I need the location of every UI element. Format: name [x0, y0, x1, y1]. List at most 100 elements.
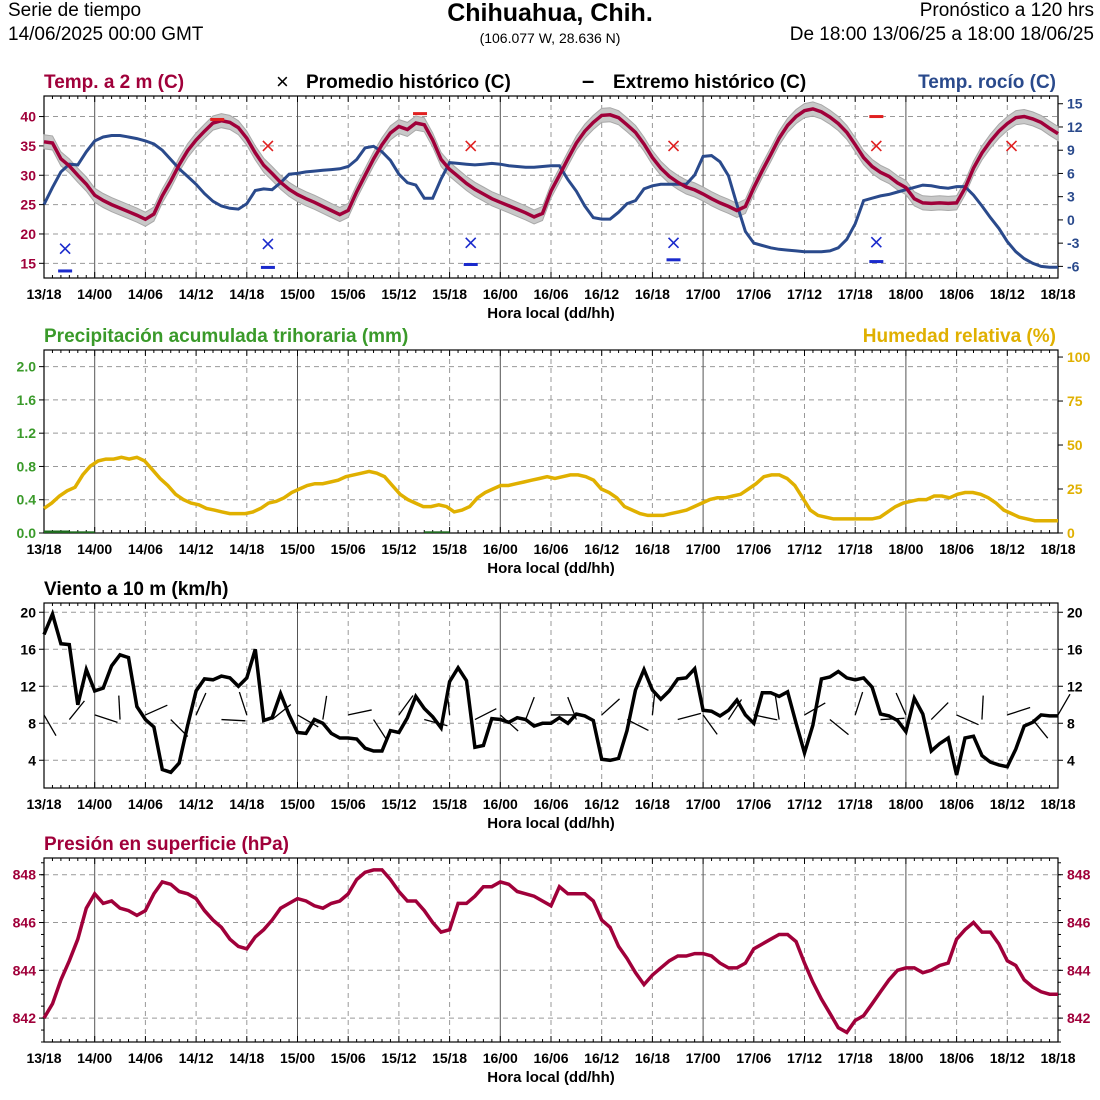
humidity-title: Humedad relativa (%) — [863, 326, 1056, 347]
x-tick-label: 16/12 — [584, 1050, 619, 1066]
dew-y-tick-label: -3 — [1067, 235, 1080, 251]
x-tick-label: 15/00 — [280, 541, 315, 557]
wind-panel: 4 8 12 16 20 4 8 12 16 20 13/18 14/00 14/06 14/12 14/1… — [20, 579, 1082, 832]
x-tick-label: 15/06 — [331, 1050, 366, 1066]
x-tick-label: 13/18 — [26, 541, 61, 557]
x-tick-label: 18/00 — [888, 796, 923, 812]
wind-barb — [895, 692, 907, 716]
precip-bar — [69, 531, 95, 533]
header-left-line1: Serie de tiempo — [8, 0, 141, 21]
x-tick-label: 18/12 — [990, 286, 1025, 302]
x-tick-label: 16/00 — [483, 286, 518, 302]
x-tick-label: 17/00 — [686, 796, 721, 812]
wind-y-tick-label: 20 — [1067, 604, 1083, 620]
x-tick-label: 16/18 — [635, 541, 670, 557]
x-tick-label: 18/12 — [990, 1050, 1025, 1066]
x-tick-label: 14/06 — [128, 796, 163, 812]
x-tick-label: 14/18 — [229, 286, 264, 302]
precip-humidity-panel: 0.0 0.4 0.8 1.2 1.6 2.0 0 25 50 75 100 13/18 14/00 14… — [17, 326, 1091, 577]
x-tick-label: 14/12 — [179, 796, 214, 812]
x-axis-label: Hora local (dd/hh) — [487, 1069, 615, 1086]
wind-barb — [753, 714, 778, 721]
legend-avg-symbol: × — [276, 69, 289, 94]
x-tick-label: 14/06 — [128, 541, 163, 557]
humidity-y-tick-label: 0 — [1067, 525, 1075, 541]
wind-barb — [373, 719, 388, 741]
wind-y-tick-label: 12 — [1067, 678, 1083, 694]
pressure-y-tick-label: 846 — [1067, 915, 1091, 931]
wind-barb — [956, 714, 979, 726]
x-tick-label: 18/18 — [1040, 796, 1075, 812]
wind-barb — [94, 714, 118, 723]
humidity-y-tick-label: 75 — [1067, 393, 1083, 409]
x-tick-label: 14/12 — [179, 286, 214, 302]
wind-barb — [677, 712, 702, 721]
wind-barb — [68, 700, 85, 720]
x-tick-label: 17/12 — [787, 1050, 822, 1066]
x-tick-label: 18/18 — [1040, 1050, 1075, 1066]
x-tick-label: 17/12 — [787, 286, 822, 302]
hist-avg-min-marker — [465, 237, 477, 249]
legend-avg-label: Promedio histórico (C) — [306, 72, 511, 93]
x-tick-label: 18/06 — [939, 286, 974, 302]
x-tick-label: 13/18 — [26, 1050, 61, 1066]
wind-barb — [1057, 693, 1071, 716]
x-tick-label: 16/12 — [584, 796, 619, 812]
wind-barb — [829, 719, 849, 736]
x-tick-label: 17/06 — [736, 796, 771, 812]
wind-series-line — [42, 608, 1058, 776]
precip-bar — [424, 531, 450, 533]
pressure-y-tick-label: 844 — [13, 962, 37, 978]
dew-y-tick-label: 15 — [1067, 96, 1083, 112]
dew-y-tick-label: 12 — [1067, 119, 1083, 135]
wind-y-tick-label: 16 — [20, 641, 36, 657]
header-right-line2: De 18:00 13/06/25 a 18:00 18/06/25 — [790, 24, 1094, 45]
wind-barb — [348, 709, 372, 716]
wind-barb — [297, 714, 319, 728]
x-tick-label: 18/12 — [990, 796, 1025, 812]
x-axis-label: Hora local (dd/hh) — [487, 305, 615, 322]
legend-ext-symbol: – — [582, 68, 594, 93]
dew-y-tick-label: 9 — [1067, 142, 1075, 158]
x-tick-label: 16/12 — [584, 286, 619, 302]
x-tick-label: 14/12 — [179, 541, 214, 557]
x-tick-label: 17/12 — [787, 541, 822, 557]
pressure-y-tick-label: 846 — [13, 915, 37, 931]
wind-barb — [474, 708, 497, 721]
hist-avg-temp-marker — [262, 140, 274, 152]
wind-barb — [238, 691, 248, 716]
x-tick-label: 15/00 — [280, 1050, 315, 1066]
temp-y-tick-label: 15 — [20, 255, 36, 271]
x-tick-label: 17/06 — [736, 541, 771, 557]
x-tick-label: 18/00 — [888, 1050, 923, 1066]
x-tick-label: 15/12 — [381, 286, 416, 302]
precip-y-tick-label: 0.0 — [17, 525, 37, 541]
temp-y-tick-label: 40 — [20, 109, 36, 125]
x-tick-label: 15/12 — [381, 1050, 416, 1066]
wind-y-tick-label: 16 — [1067, 641, 1083, 657]
x-tick-label: 14/00 — [77, 286, 112, 302]
x-tick-label: 16/00 — [483, 541, 518, 557]
wind-y-tick-label: 4 — [1067, 752, 1075, 768]
x-tick-label: 18/06 — [939, 1050, 974, 1066]
wind-barb — [195, 692, 207, 716]
wind-y-tick-label: 20 — [20, 604, 36, 620]
x-tick-label: 15/18 — [432, 1050, 467, 1066]
x-tick-label: 18/00 — [888, 286, 923, 302]
x-tick-label: 14/06 — [128, 286, 163, 302]
wind-barb — [1007, 706, 1031, 716]
pressure-y-tick-label: 848 — [1067, 867, 1091, 883]
pressure-y-tick-label: 842 — [1067, 1010, 1091, 1026]
x-tick-label: 16/12 — [584, 541, 619, 557]
wind-barb — [145, 704, 168, 716]
x-tick-label: 17/06 — [736, 286, 771, 302]
temp-y-tick-label: 25 — [20, 197, 36, 213]
x-tick-label: 15/00 — [280, 796, 315, 812]
x-tick-label: 14/18 — [229, 796, 264, 812]
x-tick-label: 15/18 — [432, 796, 467, 812]
x-tick-label: 17/18 — [838, 286, 873, 302]
precip-bar — [44, 530, 70, 533]
x-tick-label: 16/06 — [533, 1050, 568, 1066]
precip-y-tick-label: 0.4 — [17, 492, 37, 508]
